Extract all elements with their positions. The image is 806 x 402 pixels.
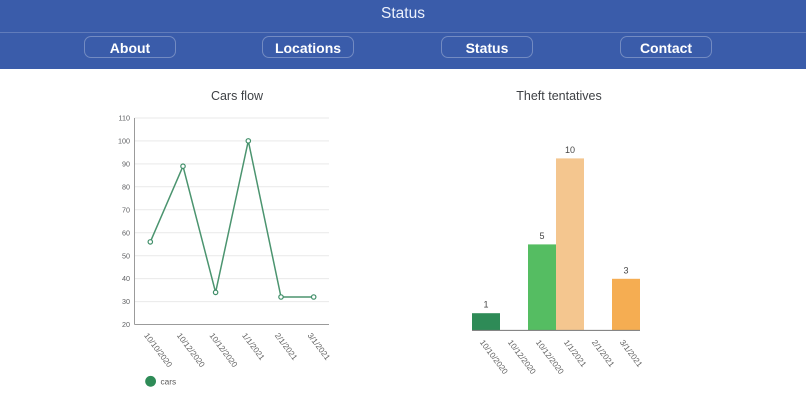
svg-text:10/10/2020: 10/10/2020 — [142, 331, 174, 369]
svg-text:3/1/2021: 3/1/2021 — [306, 331, 332, 362]
svg-text:10/12/2020: 10/12/2020 — [534, 338, 566, 376]
svg-text:10: 10 — [565, 145, 575, 155]
svg-text:2/1/2021: 2/1/2021 — [590, 338, 616, 369]
svg-text:10/12/2020: 10/12/2020 — [175, 331, 207, 369]
svg-text:3/1/2021: 3/1/2021 — [618, 338, 644, 369]
svg-text:10/12/2020: 10/12/2020 — [208, 331, 240, 369]
svg-text:30: 30 — [122, 297, 130, 306]
svg-text:20: 20 — [122, 320, 130, 329]
svg-text:3: 3 — [623, 265, 628, 275]
svg-text:90: 90 — [122, 160, 130, 169]
svg-text:1/1/2021: 1/1/2021 — [240, 331, 266, 362]
svg-text:70: 70 — [122, 205, 130, 214]
svg-text:80: 80 — [122, 182, 130, 191]
svg-text:10/12/2020: 10/12/2020 — [506, 338, 538, 376]
svg-text:1: 1 — [483, 300, 488, 310]
svg-text:Cars flow: Cars flow — [211, 89, 264, 103]
svg-text:40: 40 — [122, 274, 130, 283]
svg-text:Theft tentatives: Theft tentatives — [516, 89, 601, 103]
svg-text:1/1/2021: 1/1/2021 — [562, 338, 588, 369]
svg-text:cars: cars — [161, 376, 177, 386]
svg-text:5: 5 — [539, 231, 544, 241]
svg-text:10/10/2020: 10/10/2020 — [478, 338, 510, 376]
svg-text:100: 100 — [118, 137, 130, 146]
svg-text:2/1/2021: 2/1/2021 — [273, 331, 299, 362]
svg-text:60: 60 — [122, 228, 130, 237]
svg-text:50: 50 — [122, 251, 130, 260]
svg-text:110: 110 — [119, 114, 130, 123]
